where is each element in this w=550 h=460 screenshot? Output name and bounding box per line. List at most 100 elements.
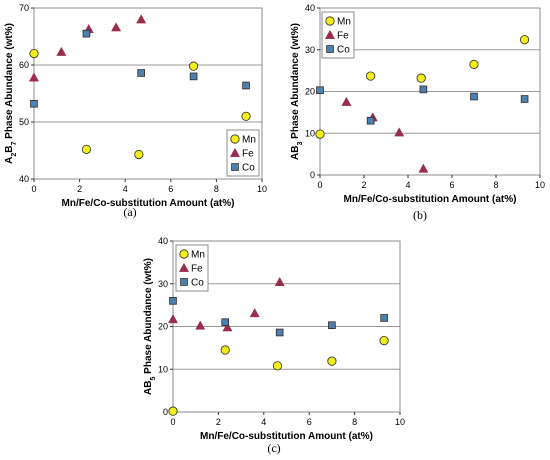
panel-label: (b): [413, 208, 427, 222]
legend-marker-mn: [179, 249, 189, 259]
y-axis-label: AB5 Phase Abundance (wt%): [143, 258, 157, 395]
data-point-fe: [111, 22, 122, 32]
x-tick-label: 8: [352, 417, 357, 427]
data-point-mn: [469, 59, 479, 69]
x-tick-label: 2: [361, 180, 366, 190]
chart-panel-3: 0 2 4 6 8 10 0 10 20 30 40 Mn/Fe/Co-substitution Am…: [143, 236, 405, 455]
x-axis-label: Mn/Fe/Co-substitution Amount (at%): [62, 198, 235, 209]
x-tick-label: 6: [307, 417, 312, 427]
data-point-co: [137, 69, 145, 77]
legend-label-fe: Fe: [242, 149, 254, 160]
data-point-co: [328, 321, 336, 330]
x-tick-label: 4: [405, 180, 410, 190]
data-point-fe: [28, 72, 40, 82]
data-point-mn: [272, 361, 283, 371]
data-point-co: [242, 81, 250, 90]
y-tick-label: 60: [19, 60, 29, 70]
legend-marker-co: [231, 163, 239, 171]
data-point-co: [520, 95, 529, 103]
y-axis-label: A2B7 Phase Abundance (wt%): [4, 23, 18, 164]
data-point-co: [30, 99, 38, 108]
legend-label-mn: Mn: [191, 250, 205, 261]
x-axis-label: Mn/Fe/Co-substitution Amount (at%): [344, 194, 517, 205]
x-axis-label: Mn/Fe/Co-substitution Amount (at%): [200, 431, 373, 442]
x-tick-label: 6: [168, 184, 173, 194]
chart-panel-2: 0 2 4 6 8 10 0 10 20 30 40 Mn/Fe/Co-substitution Am…: [290, 3, 545, 222]
legend-label-mn: Mn: [337, 17, 351, 28]
legend-marker-mn: [230, 134, 240, 144]
data-point-mn: [365, 71, 376, 81]
data-point-fe: [418, 163, 429, 173]
data-point-mn: [134, 149, 144, 160]
data-point-fe: [136, 14, 147, 24]
y-tick-label: 40: [305, 3, 315, 13]
data-point-co: [221, 318, 230, 327]
data-point-mn: [81, 144, 92, 154]
chart-panel-1: 0 2 4 6 8 10 40 50 60 70 Mn/Fe/Co-substitution Amo…: [4, 3, 267, 219]
data-point-mn: [315, 129, 325, 139]
data-point-co: [366, 116, 375, 125]
panel-label: (a): [123, 205, 136, 219]
data-point-mn: [29, 48, 39, 59]
x-tick-label: 2: [216, 417, 221, 427]
data-point-co: [275, 328, 284, 337]
y-tick-label: 20: [158, 322, 168, 332]
legend-marker-mn: [325, 16, 335, 26]
y-tick-label: 0: [310, 170, 315, 180]
x-tick-label: 0: [31, 184, 36, 194]
legend-label-fe: Fe: [337, 31, 349, 42]
x-tick-label: 6: [449, 180, 454, 190]
y-tick-label: 30: [158, 279, 168, 289]
legend: Mn Fe Co: [321, 11, 355, 59]
data-point-mn: [168, 406, 178, 416]
x-tick-label: 4: [261, 417, 266, 427]
panel-label: (c): [267, 441, 280, 455]
data-point-mn: [379, 336, 389, 346]
legend-marker-co: [180, 278, 188, 286]
legend-marker-fe: [324, 29, 336, 39]
legend-label-co: Co: [337, 45, 350, 56]
x-tick-label: 2: [77, 184, 82, 194]
data-point-co: [380, 314, 388, 322]
plot-area: [33, 7, 263, 180]
data-point-mn: [327, 356, 337, 366]
data-point-co: [470, 92, 478, 101]
y-tick-label: 50: [19, 117, 29, 127]
data-point-co: [82, 29, 91, 38]
x-tick-label: 8: [493, 180, 498, 190]
data-point-fe: [394, 127, 405, 137]
data-point-fe: [56, 46, 67, 56]
x-tick-label: 10: [257, 184, 267, 194]
legend-marker-fe: [178, 262, 190, 272]
y-tick-label: 40: [158, 236, 168, 246]
data-point-fe: [195, 320, 206, 330]
data-point-fe: [249, 308, 260, 318]
legend-marker-co: [326, 45, 334, 53]
legend: Mn Fe Co: [175, 244, 209, 292]
data-point-mn: [241, 111, 251, 121]
data-point-co: [169, 297, 177, 305]
y-tick-label: 10: [158, 364, 168, 374]
data-point-fe: [222, 322, 233, 332]
data-point-co: [189, 72, 198, 81]
legend-marker-fe: [229, 147, 241, 157]
y-axis-label: AB3 Phase Abundance (wt%): [290, 23, 304, 160]
data-point-fe: [341, 96, 352, 106]
x-tick-label: 4: [123, 184, 128, 194]
y-tick-label: 20: [305, 87, 315, 97]
legend-label-mn: Mn: [242, 135, 256, 146]
data-point-fe: [167, 314, 179, 324]
data-point-co: [316, 86, 324, 95]
data-point-mn: [189, 61, 199, 71]
data-point-mn: [220, 345, 230, 355]
y-tick-label: 70: [19, 3, 29, 13]
x-tick-label: 10: [535, 180, 545, 190]
legend-label-fe: Fe: [191, 264, 203, 275]
data-point-fe: [274, 276, 285, 286]
legend-label-co: Co: [242, 163, 255, 174]
x-tick-label: 10: [395, 417, 405, 427]
legend: Mn Fe Co: [226, 129, 260, 177]
y-tick-label: 40: [19, 174, 29, 184]
x-tick-label: 0: [317, 180, 322, 190]
